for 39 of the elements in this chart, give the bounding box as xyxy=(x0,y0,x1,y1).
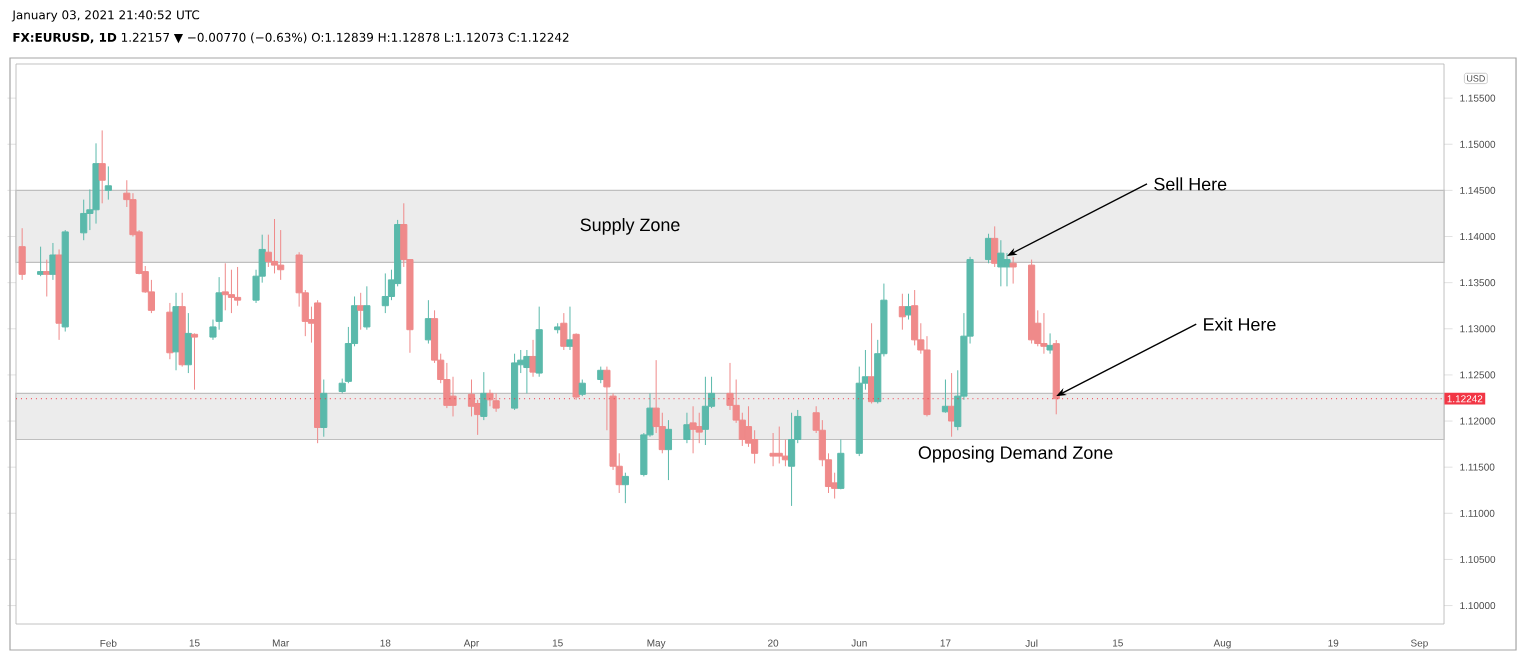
candlestick xyxy=(55,248,63,341)
candlestick xyxy=(1052,339,1060,415)
candlestick xyxy=(787,412,796,507)
candlestick xyxy=(1046,332,1054,355)
candlestick xyxy=(738,412,746,447)
candlestick xyxy=(751,429,759,464)
candlestick xyxy=(689,405,697,454)
candlestick xyxy=(923,335,931,417)
candlestick xyxy=(104,165,112,201)
candlestick xyxy=(227,269,236,314)
candlestick xyxy=(683,412,691,444)
candlestick xyxy=(184,312,192,374)
candlestick xyxy=(215,276,223,331)
candlestick xyxy=(357,292,365,331)
candlestick xyxy=(314,299,322,444)
candlestick xyxy=(1040,312,1048,355)
candlestick xyxy=(769,432,777,467)
annotation: Sell Here xyxy=(1154,177,1227,191)
candlestick xyxy=(363,285,371,331)
candlestick xyxy=(467,379,476,417)
band-label: Opposing Demand Zone xyxy=(918,445,1113,463)
band-label: Supply Zone xyxy=(580,218,680,235)
candlestick xyxy=(190,333,199,391)
candlestick xyxy=(997,239,1005,287)
candlestick xyxy=(449,376,457,417)
candlestick xyxy=(178,292,186,368)
candlestick xyxy=(1009,256,1017,285)
candlestick xyxy=(443,362,451,409)
candlestick xyxy=(221,262,229,311)
candlestick xyxy=(92,142,100,225)
candlestick xyxy=(701,376,709,446)
candlestick xyxy=(1003,252,1011,287)
annotation: Exit Here xyxy=(1204,317,1276,331)
candlestick xyxy=(80,199,88,241)
candlestick xyxy=(664,419,673,481)
candlestick xyxy=(572,333,580,401)
candlestick xyxy=(492,392,500,413)
candlestick xyxy=(486,389,494,407)
candlestick xyxy=(98,129,106,204)
